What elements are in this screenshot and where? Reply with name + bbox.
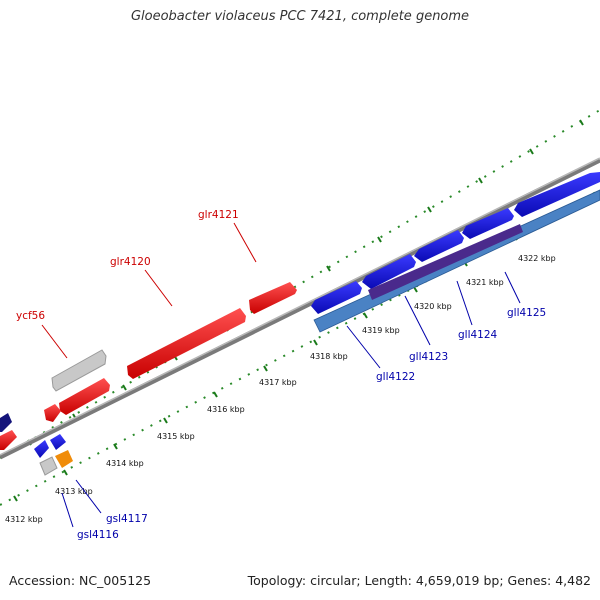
gene-arrow-pseudo[interactable] [39, 456, 58, 476]
scale-label: 4317 kbp [259, 378, 297, 387]
scale-label: 4319 kbp [362, 326, 400, 335]
map-title: Gloeobacter violaceus PCC 7421, complete… [130, 9, 470, 24]
scale-label: 4321 kbp [466, 278, 504, 287]
outer-tick-track [0, 109, 600, 459]
gene-arrow-glr4120[interactable] [127, 308, 246, 379]
gene-label-gsl4117[interactable]: gsl4117 [106, 513, 148, 525]
gene-arrow-rna[interactable] [55, 450, 73, 468]
gene-arrow-gsl4117[interactable] [50, 434, 66, 450]
scale-label: 4312 kbp [5, 515, 43, 524]
scale-label: 4316 kbp [207, 405, 245, 414]
gene-arrow-small[interactable] [44, 404, 61, 422]
scale-labels: 4312 kbp 4313 kbp 4314 kbp 4315 kbp 4316… [5, 254, 556, 524]
scale-label: 4320 kbp [414, 302, 452, 311]
genome-backbone [0, 157, 600, 460]
backbone-line [0, 157, 600, 460]
scale-label: 4314 kbp [106, 459, 144, 468]
scale-label: 4313 kbp [55, 487, 93, 496]
gene-label-glr4121[interactable]: glr4121 [198, 209, 239, 221]
gene-arrow-ycf56[interactable] [51, 349, 107, 392]
band-purple[interactable] [368, 224, 523, 300]
backbone-highlight [0, 157, 600, 456]
genome-summary-text: Topology: circular; Length: 4,659,019 bp… [247, 573, 591, 588]
accession-text: Accession: NC_005125 [9, 573, 152, 588]
gene-arrow-glr4120-prev[interactable] [59, 378, 110, 415]
gene-label-gll4124[interactable]: gll4124 [458, 329, 498, 341]
gene-arrow-gsl4116[interactable] [34, 440, 49, 458]
gene-arrow-left-dark[interactable] [0, 413, 12, 432]
gene-arrow-left-red[interactable] [0, 430, 17, 450]
gene-label-ycf56[interactable]: ycf56 [16, 310, 45, 322]
gene-arrow-right[interactable] [514, 172, 600, 217]
reverse-genes [311, 172, 600, 314]
gene-arrow-gll4122[interactable] [311, 281, 362, 314]
forward-genes [0, 282, 297, 450]
gene-arrow-glr4121[interactable] [249, 282, 297, 314]
scale-label: 4315 kbp [157, 432, 195, 441]
gene-label-gll4123[interactable]: gll4123 [409, 351, 448, 363]
leader-lines [41, 222, 521, 528]
gene-arrow-gll4123[interactable] [362, 254, 416, 289]
gene-labels: ycf56 glr4120 glr4121 gll4122 gll4123 gl… [16, 209, 546, 541]
gene-arrow-gll4124[interactable] [414, 230, 464, 262]
lower-bands [34, 189, 600, 476]
gene-label-gsl4116[interactable]: gsl4116 [77, 529, 119, 541]
gene-label-gll4125[interactable]: gll4125 [507, 307, 546, 319]
scale-label: 4318 kbp [310, 352, 348, 361]
gene-label-gll4122[interactable]: gll4122 [376, 371, 415, 383]
outer-dot-line [0, 109, 600, 459]
gene-label-glr4120[interactable]: glr4120 [110, 256, 151, 268]
gene-arrow-gll4125[interactable] [462, 208, 514, 239]
scale-label: 4322 kbp [518, 254, 556, 263]
